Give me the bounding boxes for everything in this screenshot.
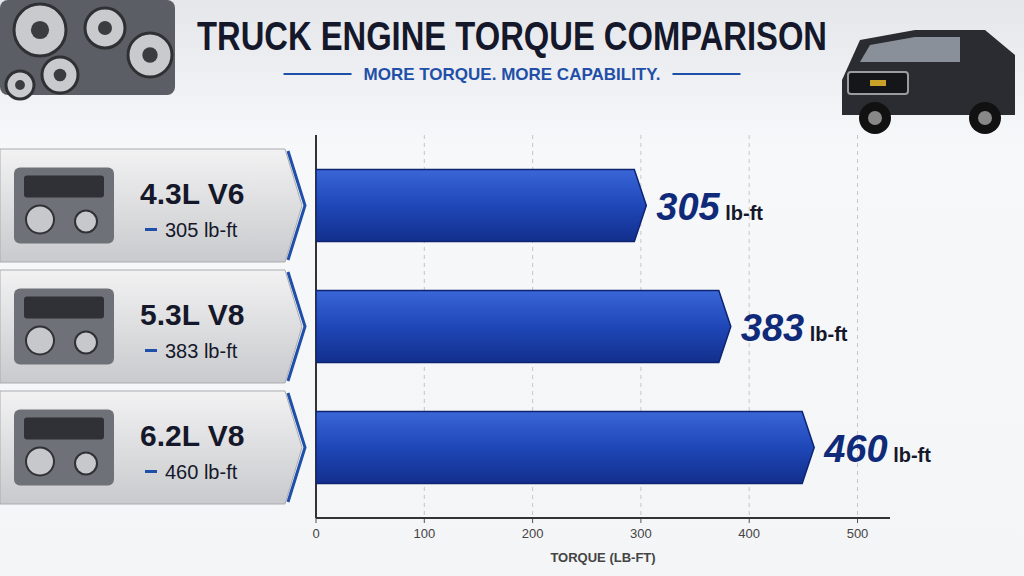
pulley (128, 33, 172, 77)
engine-icon-cover (24, 176, 104, 198)
subtitle-rule (672, 73, 740, 75)
engine-icon-pulley (75, 453, 97, 475)
title: TRUCK ENGINE TORQUE COMPARISON (197, 14, 827, 58)
pulley-hub (31, 21, 49, 39)
panel-value-label: 460 lb-ft (165, 461, 238, 483)
chart: TRUCK ENGINE TORQUE COMPARISON MORE TORQU… (0, 0, 1024, 576)
truck-rim (978, 111, 992, 125)
truck-grille (848, 72, 908, 94)
panel-dash (145, 470, 157, 473)
category-panel: 4.3L V6 305 lb-ft (0, 149, 305, 262)
panel-accent (288, 272, 305, 381)
tick-label: 200 (522, 526, 544, 541)
panel-accent (288, 393, 305, 502)
data-label-number: 383 (741, 307, 804, 349)
background (0, 0, 1024, 576)
data-label: 460 lb-ft (823, 428, 931, 470)
panel-shape (0, 270, 302, 383)
truck-wheel (969, 102, 1001, 134)
pulley (42, 57, 78, 93)
panel-shape (0, 391, 302, 504)
engine-icon-pulley (26, 448, 54, 476)
pulley-hub (98, 21, 112, 35)
axis-title: TORQUE (LB-FT) (550, 550, 655, 565)
tick-label: 0 (312, 526, 319, 541)
truck-decoration (842, 30, 1015, 134)
panel-dash (145, 228, 157, 231)
truck-badge (870, 80, 886, 86)
engine-icon-cover (24, 418, 104, 440)
panel-value-label: 305 lb-ft (165, 219, 238, 241)
panel-value-label: 383 lb-ft (165, 340, 238, 362)
tick-label: 100 (413, 526, 435, 541)
truck-wheel (859, 102, 891, 134)
subtitle-rule (284, 73, 352, 75)
data-label-unit: lb-ft (804, 323, 848, 345)
panel-dash (145, 349, 157, 352)
truck-rim (868, 111, 882, 125)
tick-label: 300 (630, 526, 652, 541)
pulley (6, 71, 34, 99)
data-label-number: 305 (656, 186, 720, 228)
category-panel: 5.3L V8 383 lb-ft (0, 270, 305, 383)
category-label: 5.3L V8 (140, 298, 245, 331)
category-panel: 6.2L V8 460 lb-ft (0, 391, 305, 504)
category-label: 6.2L V8 (140, 419, 245, 452)
pulley-hub (142, 47, 157, 62)
truck-body (842, 30, 1015, 115)
engine-icon-pulley (26, 206, 54, 234)
pulley (85, 8, 125, 48)
bar (316, 412, 814, 484)
engine-icon (14, 168, 114, 244)
panel-shape (0, 149, 302, 262)
engine-icon-cover (24, 297, 104, 319)
x-axis-line (316, 517, 890, 519)
engine-decoration (0, 0, 175, 99)
data-label-unit: lb-ft (888, 444, 932, 466)
data-label: 383 lb-ft (741, 307, 848, 349)
truck-window (860, 37, 960, 62)
bars (316, 170, 814, 484)
data-label-unit: lb-ft (720, 202, 764, 224)
panel-accent (288, 151, 305, 260)
pulley (14, 4, 66, 56)
data-label-number: 460 (823, 428, 887, 470)
bar (316, 291, 731, 363)
tick-label: 500 (847, 526, 869, 541)
subtitle: MORE TORQUE. MORE CAPABILITY. (364, 65, 661, 84)
engine-icon-pulley (26, 327, 54, 355)
data-label: 305 lb-ft (656, 186, 763, 228)
tick-label: 400 (738, 526, 760, 541)
engine-icon (14, 410, 114, 486)
engine-icon (14, 289, 114, 365)
pulley-hub (54, 69, 67, 82)
category-label: 4.3L V6 (140, 177, 245, 210)
engine-icon-pulley (75, 211, 97, 233)
bar (316, 170, 646, 242)
engine-icon-pulley (75, 332, 97, 354)
pulley-hub (15, 80, 25, 90)
